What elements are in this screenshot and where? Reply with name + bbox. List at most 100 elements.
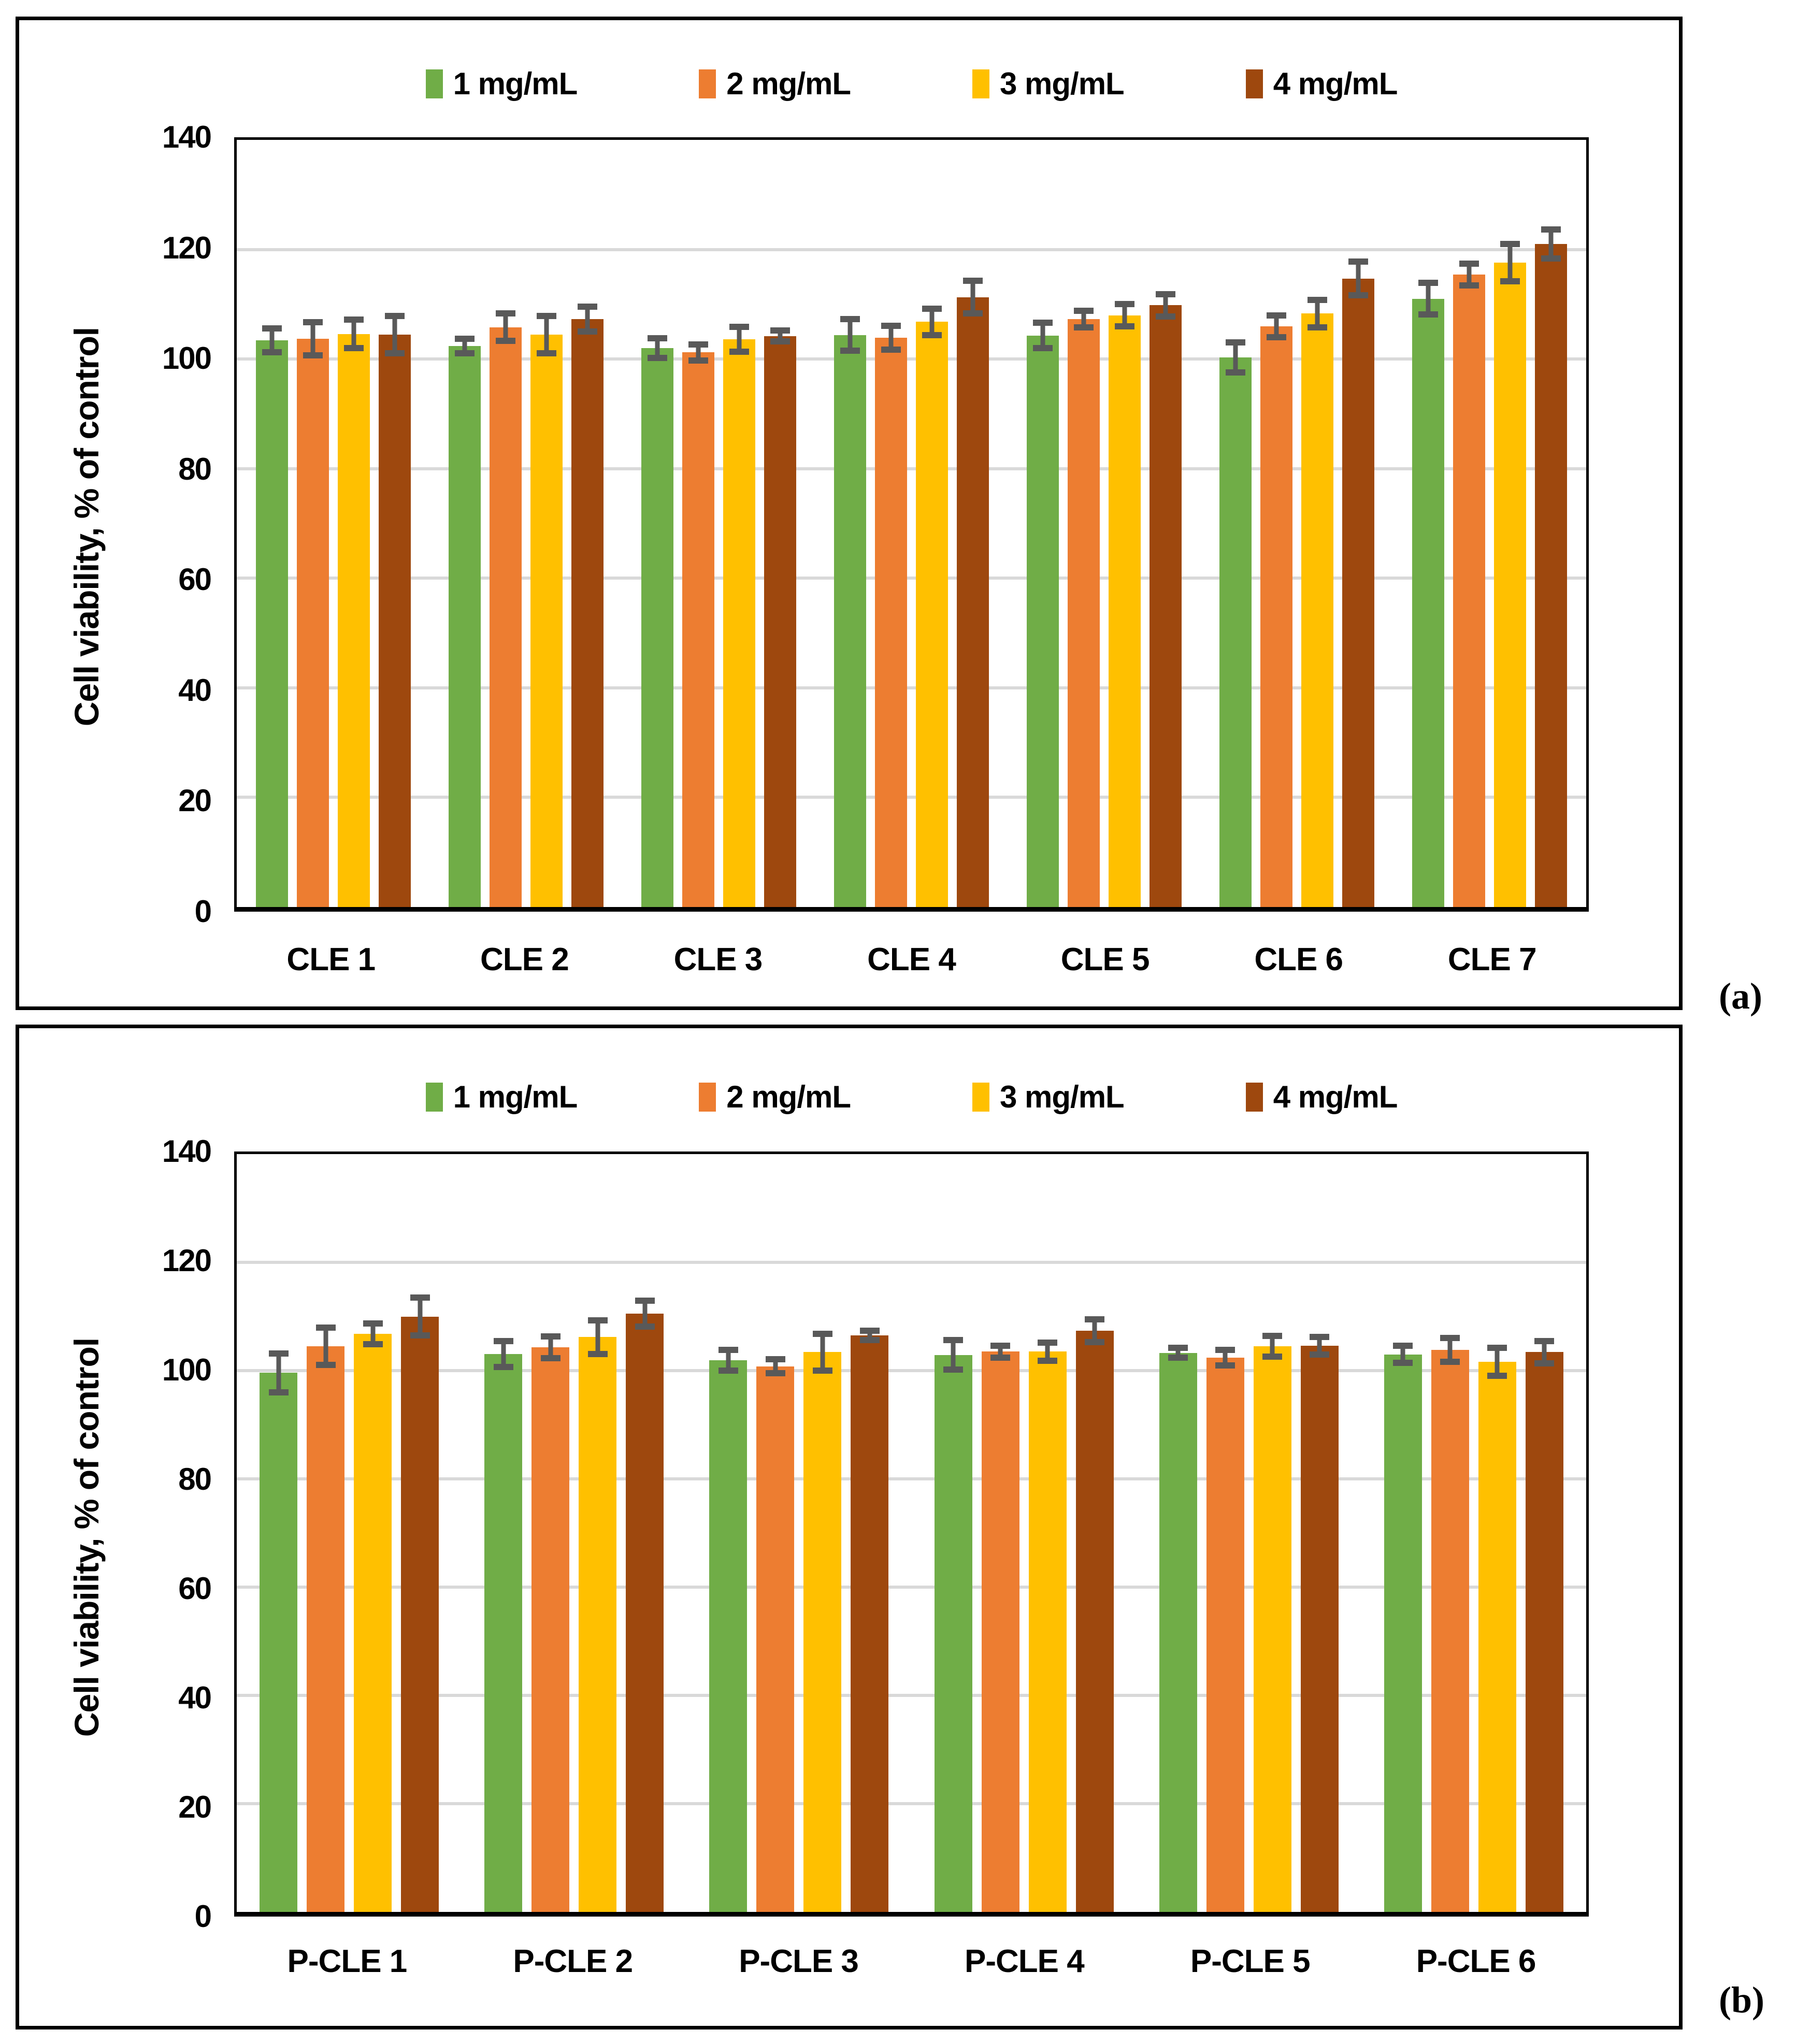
bar-fill — [874, 337, 907, 907]
x-category-label: CLE 6 — [1254, 942, 1343, 977]
bar — [1453, 140, 1486, 907]
y-tick-label: 80 — [178, 1462, 212, 1496]
bar-fill — [307, 1346, 345, 1912]
panel-b: 1 mg/mL 2 mg/mL 3 mg/mL 4 mg/mL Cell viabil… — [16, 1025, 1683, 2029]
gridline — [237, 1261, 1586, 1264]
bar — [1219, 140, 1252, 907]
error-bar-cap — [881, 347, 901, 353]
gridline — [237, 1694, 1586, 1697]
bar — [337, 140, 370, 907]
bar-fill — [1219, 357, 1252, 907]
bar-fill — [851, 1335, 889, 1912]
bar — [1535, 140, 1568, 907]
error-bar-cap — [343, 345, 364, 351]
y-tick-label: 140 — [162, 1134, 212, 1169]
error-bar-line — [503, 313, 508, 341]
error-bar-cap — [1074, 324, 1094, 330]
error-bar-cap — [303, 352, 323, 358]
bar — [1028, 1154, 1067, 1912]
error-bar-cap — [1500, 278, 1520, 284]
error-bar-cap — [1033, 320, 1053, 326]
error-bar-line — [1467, 264, 1472, 286]
bar-fill — [682, 352, 714, 907]
bar — [1525, 1154, 1563, 1912]
gridline — [237, 1802, 1586, 1805]
y-axis-title: Cell viability, % of control — [67, 327, 106, 727]
bar-group — [429, 140, 622, 907]
bar-group — [1137, 1154, 1361, 1912]
y-tick-label: 140 — [162, 120, 212, 154]
x-category-label: P-CLE 6 — [1416, 1944, 1536, 1979]
bar — [1384, 1154, 1422, 1912]
error-bar-line — [642, 1301, 648, 1327]
legend-label: 2 mg/mL — [726, 1079, 851, 1114]
bar-group — [1008, 140, 1201, 907]
bar — [1342, 140, 1375, 907]
error-bar-line — [1081, 311, 1086, 327]
error-bar-line — [370, 1323, 376, 1344]
error-bar-cap — [840, 315, 860, 322]
bar-fill — [641, 348, 673, 907]
bar-group — [1201, 140, 1393, 907]
error-bar-cap — [718, 1368, 738, 1374]
bar-group — [686, 1154, 911, 1912]
bar-fill — [1535, 244, 1568, 907]
bar-group — [462, 1154, 686, 1912]
error-bar-line — [726, 1350, 731, 1371]
error-bar-cap — [881, 322, 901, 329]
error-bar-cap — [363, 1341, 383, 1347]
error-bar-line — [1274, 315, 1279, 337]
bar — [255, 140, 288, 907]
error-bar-line — [310, 322, 315, 355]
error-bar-cap — [363, 1320, 383, 1327]
bar — [1494, 140, 1527, 907]
error-bar-cap — [1500, 241, 1520, 247]
bar — [531, 1154, 570, 1912]
error-bar-cap — [943, 1366, 964, 1373]
error-bar-line — [867, 1330, 872, 1341]
bar — [803, 1154, 842, 1912]
plot-area — [234, 1151, 1589, 1917]
error-bar-cap — [990, 1342, 1011, 1349]
error-bar-cap — [315, 1361, 336, 1368]
y-tick-label: 40 — [178, 1680, 212, 1715]
bar-fill — [484, 1354, 523, 1912]
error-bar-cap — [1168, 1354, 1188, 1361]
bar — [1301, 140, 1334, 907]
error-bar-cap — [577, 303, 597, 310]
error-bar-cap — [1115, 323, 1135, 329]
bar-fill — [764, 336, 796, 907]
bar — [981, 1154, 1019, 1912]
error-bar-cap — [1215, 1362, 1235, 1369]
bar — [260, 1154, 298, 1912]
error-bar-line — [544, 315, 549, 353]
error-bar-cap — [770, 327, 790, 334]
error-bar-line — [585, 306, 590, 332]
error-bar-line — [1092, 1319, 1097, 1342]
panel-label-b: (b) — [1719, 1979, 1764, 2021]
y-tick-label: 120 — [162, 231, 212, 265]
error-bar-cap — [1074, 308, 1094, 314]
panel-label-a: (a) — [1719, 975, 1762, 1017]
error-bar-cap — [1459, 261, 1479, 267]
y-tick-label: 20 — [178, 783, 212, 818]
legend: 1 mg/mL 2 mg/mL 3 mg/mL 4 mg/mL — [234, 66, 1589, 102]
x-axis-category-labels: P-CLE 1 P-CLE 2 P-CLE 3 P-CLE 4 P-CLE 5 P-CLE… — [234, 1943, 1589, 1980]
error-bar-cap — [587, 1317, 608, 1323]
bar-fill — [709, 1360, 748, 1912]
error-bar-cap — [1418, 311, 1439, 318]
bar — [1478, 1154, 1516, 1912]
bar-group — [1361, 1154, 1586, 1912]
bar — [489, 140, 522, 907]
error-bar-cap — [688, 341, 708, 348]
error-bar-cap — [1310, 1351, 1330, 1358]
error-bar-cap — [1262, 1333, 1283, 1340]
error-bar-cap — [454, 350, 475, 356]
error-bar-cap — [1534, 1360, 1555, 1367]
error-bar-line — [970, 280, 975, 314]
error-bar-cap — [262, 349, 282, 356]
error-bar-cap — [1226, 339, 1246, 346]
error-bar-line — [951, 1340, 956, 1370]
panel-a: 1 mg/mL 2 mg/mL 3 mg/mL 4 mg/mL Cell viabil… — [16, 17, 1683, 1010]
error-bar-cap — [635, 1323, 655, 1330]
